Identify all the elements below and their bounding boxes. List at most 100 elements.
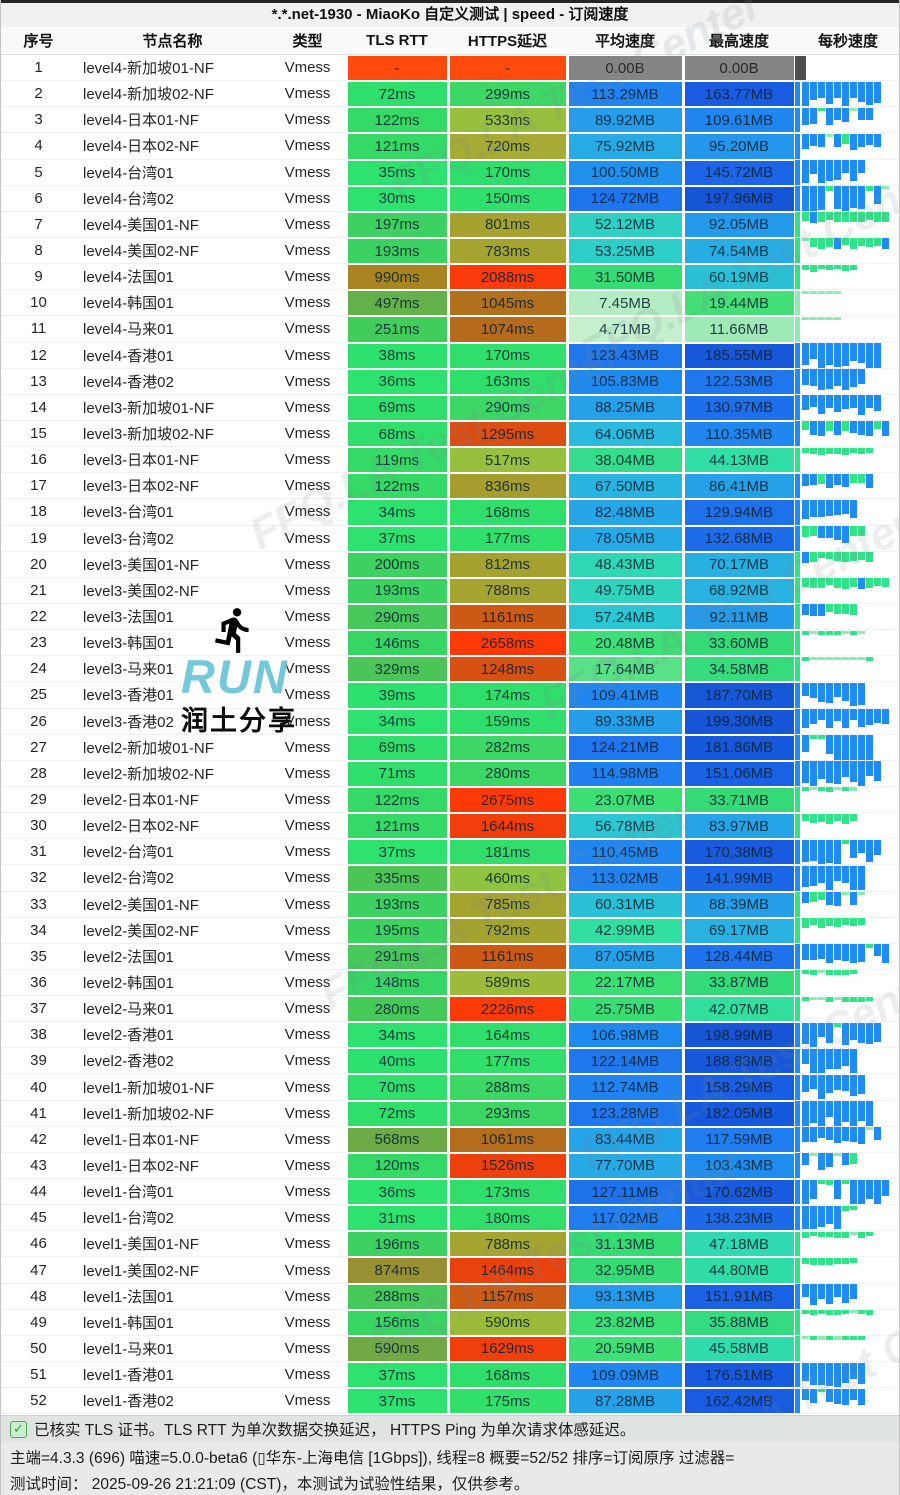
table-row: 33 level2-美国01-NF Vmess 193ms 785ms 60.31MB 88…: [1, 891, 899, 918]
cell-tls-rtt: 40ms: [346, 1048, 448, 1074]
cell-type: Vmess: [269, 1048, 346, 1075]
cell-index: 28: [1, 761, 76, 787]
cell-index: 11: [1, 316, 76, 343]
cell-index: 49: [1, 1310, 76, 1336]
table-row: 1 level4-新加坡01-NF Vmess - -0.00B 0.00B: [1, 55, 899, 82]
cell-avg-speed: 105.83MB: [567, 369, 683, 395]
cell-max-speed: 128.44MB: [683, 944, 795, 970]
cell-node-name: level4-台湾02: [76, 186, 269, 212]
cell-node-name: level4-美国01-NF: [76, 212, 269, 238]
cell-index: 48: [1, 1284, 76, 1310]
cell-index: 15: [1, 421, 76, 448]
cell-avg-speed: 123.28MB: [567, 1101, 683, 1127]
cell-avg-speed: 0.00B: [567, 55, 683, 81]
cell-index: 43: [1, 1153, 76, 1180]
cell-tls-rtt: 122ms: [346, 107, 448, 133]
cell-max-speed: 45.58MB: [683, 1336, 795, 1362]
cell-type: Vmess: [269, 264, 346, 291]
table-row: 24 level3-马来01 Vmess 329ms 1248ms 17.64MB 34.5…: [1, 656, 899, 683]
cell-speed-sparkline: [795, 473, 899, 500]
table-row: 20 level3-美国01-NF Vmess 200ms 812ms 48.43MB 70…: [1, 551, 899, 578]
cell-index: 27: [1, 735, 76, 761]
cell-avg-speed: 23.07MB: [567, 787, 683, 813]
cell-max-speed: 199.30MB: [683, 709, 795, 735]
cell-tls-rtt: 120ms: [346, 1153, 448, 1179]
cell-node-name: level2-美国02-NF: [76, 918, 269, 944]
cell-speed-sparkline: [795, 421, 899, 448]
cell-https-latency: 2088ms: [448, 264, 567, 290]
table-row: 44 level1-台湾01 Vmess 36ms 173ms 127.11MB 170.6…: [1, 1179, 899, 1206]
cell-max-speed: 44.80MB: [683, 1257, 795, 1283]
cell-type: Vmess: [269, 343, 346, 369]
table-row: 52 level1-香港02 Vmess 37ms 175ms 87.28MB 162.42…: [1, 1388, 899, 1415]
cell-tls-rtt: 36ms: [346, 1179, 448, 1205]
cell-speed-sparkline: [795, 1205, 899, 1232]
cell-type: Vmess: [269, 1336, 346, 1363]
cell-node-name: level3-马来01: [76, 656, 269, 683]
cell-tls-rtt: 122ms: [346, 787, 448, 813]
cell-https-latency: 836ms: [448, 473, 567, 499]
col-header-index: 序号: [23, 33, 54, 50]
cell-https-latency: 788ms: [448, 1231, 567, 1257]
cell-tls-rtt: 874ms: [346, 1257, 448, 1283]
table-row: 17 level3-日本02-NF Vmess 122ms 836ms 67.50MB 86…: [1, 473, 899, 500]
cell-speed-sparkline: [795, 499, 899, 526]
cell-speed-sparkline: [795, 656, 899, 683]
cell-node-name: level1-韩国01: [76, 1310, 269, 1336]
cell-speed-sparkline: [795, 996, 899, 1023]
cell-https-latency: 785ms: [448, 892, 567, 918]
cell-max-speed: 130.97MB: [683, 395, 795, 421]
cell-speed-sparkline: [795, 761, 899, 787]
cell-avg-speed: 60.31MB: [567, 892, 683, 918]
cell-https-latency: 164ms: [448, 1022, 567, 1048]
cell-avg-speed: 83.44MB: [567, 1127, 683, 1153]
cell-https-latency: 177ms: [448, 1048, 567, 1074]
cell-type: Vmess: [269, 944, 346, 970]
cell-max-speed: 88.39MB: [683, 892, 795, 918]
cell-tls-rtt: 148ms: [346, 970, 448, 996]
cell-type: Vmess: [269, 395, 346, 421]
cell-https-latency: 1644ms: [448, 813, 567, 839]
cell-type: Vmess: [269, 970, 346, 997]
cell-speed-sparkline: [795, 1231, 899, 1258]
cell-type: Vmess: [269, 578, 346, 604]
cell-tls-rtt: 38ms: [346, 343, 448, 369]
cell-max-speed: 151.91MB: [683, 1284, 795, 1310]
cell-max-speed: 170.62MB: [683, 1179, 795, 1205]
cell-tls-rtt: 122ms: [346, 473, 448, 499]
cell-max-speed: 83.97MB: [683, 813, 795, 839]
cell-max-speed: 187.70MB: [683, 682, 795, 708]
table-row: 28 level2-新加坡02-NF Vmess 71ms 280ms 114.98MB 1…: [1, 760, 899, 787]
cell-max-speed: 163.77MB: [683, 81, 795, 107]
cell-max-speed: 182.05MB: [683, 1101, 795, 1127]
cell-node-name: level1-美国01-NF: [76, 1231, 269, 1258]
cell-max-speed: 162.42MB: [683, 1388, 795, 1414]
cell-avg-speed: 109.09MB: [567, 1362, 683, 1388]
cell-https-latency: 517ms: [448, 447, 567, 473]
cell-https-latency: 280ms: [448, 761, 567, 787]
table-row: 6 level4-台湾02 Vmess 30ms 150ms 124.72MB 197.96…: [1, 185, 899, 212]
cell-node-name: level3-新加坡02-NF: [76, 421, 269, 448]
cell-avg-speed: 32.95MB: [567, 1257, 683, 1283]
footer-time-line: 测试时间： 2025-09-26 21:21:09 (CST)，本测试为试验性结…: [10, 1476, 530, 1493]
cell-https-latency: 720ms: [448, 133, 567, 159]
cell-tls-rtt: 196ms: [346, 1231, 448, 1257]
cell-type: Vmess: [269, 186, 346, 212]
cell-https-latency: 163ms: [448, 369, 567, 395]
cell-node-name: level1-日本02-NF: [76, 1153, 269, 1180]
cell-https-latency: 299ms: [448, 81, 567, 107]
cell-type: Vmess: [269, 604, 346, 631]
col-header-tls-rtt: TLS RTT: [366, 32, 428, 49]
table-row: 35 level2-法国01 Vmess 291ms 1161ms 87.05MB 128.…: [1, 943, 899, 970]
cell-node-name: level2-台湾01: [76, 839, 269, 866]
cell-node-name: level1-日本01-NF: [76, 1127, 269, 1153]
cell-max-speed: 109.61MB: [683, 107, 795, 133]
cell-avg-speed: 89.33MB: [567, 709, 683, 735]
table-row: 30 level2-日本02-NF Vmess 121ms 1644ms 56.78MB 8…: [1, 813, 899, 840]
cell-type: Vmess: [269, 1310, 346, 1336]
cell-node-name: level1-马来01: [76, 1336, 269, 1363]
cell-avg-speed: 20.59MB: [567, 1336, 683, 1362]
cell-tls-rtt: 68ms: [346, 421, 448, 447]
cell-https-latency: 175ms: [448, 1388, 567, 1414]
table-row: 50 level1-马来01 Vmess 590ms 1629ms 20.59MB 45.5…: [1, 1335, 899, 1363]
